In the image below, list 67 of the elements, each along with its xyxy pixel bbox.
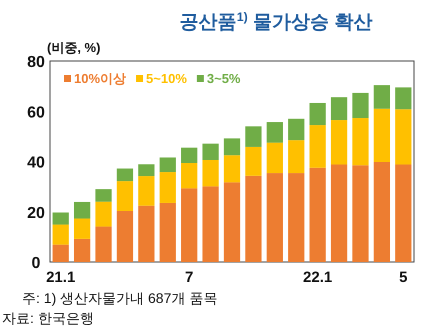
bar <box>224 155 240 182</box>
y-tick-label: 60 <box>27 104 45 122</box>
bar <box>245 176 262 262</box>
bar <box>202 160 219 186</box>
text: 주: 1) 생산자물가내 687개 품목 <box>22 290 218 306</box>
text: 자료: 한국은행 <box>2 310 94 326</box>
legend-label: 10%이상 <box>74 71 126 86</box>
bar <box>202 144 219 160</box>
y-axis-title: (비중, %) <box>47 40 100 55</box>
bar <box>266 142 283 174</box>
bar <box>352 92 369 118</box>
bar <box>374 162 390 262</box>
bar <box>160 172 176 203</box>
bar <box>374 85 390 109</box>
y-tick-label: 0 <box>32 255 41 272</box>
bar <box>330 164 348 262</box>
y-tick-label: 80 <box>27 54 45 71</box>
bar <box>245 126 262 147</box>
bar <box>52 224 69 245</box>
bar <box>330 120 348 165</box>
bar <box>352 165 369 262</box>
bar <box>74 202 90 219</box>
legend-label: 5~10% <box>146 71 188 86</box>
bar <box>245 146 262 176</box>
bar <box>74 238 90 262</box>
bar <box>224 182 240 262</box>
bar <box>116 210 134 262</box>
bar <box>395 164 412 262</box>
bar <box>310 102 326 126</box>
bar <box>138 176 154 206</box>
bar <box>116 181 134 211</box>
bar <box>288 140 304 174</box>
bar <box>288 173 304 262</box>
y-tick-label: 20 <box>27 204 45 222</box>
legend-label: 3~5% <box>206 71 241 86</box>
bar <box>52 212 69 225</box>
bar <box>374 108 390 162</box>
bar <box>95 202 112 227</box>
bar <box>224 138 240 156</box>
bar <box>330 97 348 120</box>
bar <box>181 188 198 262</box>
bar <box>138 164 154 176</box>
bar <box>266 122 283 143</box>
bar <box>395 87 412 110</box>
bar <box>352 118 369 166</box>
x-tick-label: 22.1 <box>303 269 332 286</box>
bar <box>160 202 176 262</box>
bar <box>160 157 176 172</box>
bar <box>116 168 134 182</box>
bar <box>181 148 198 164</box>
x-tick-label: 7 <box>185 269 194 286</box>
bar <box>266 173 283 262</box>
bar <box>288 118 304 140</box>
bar <box>202 186 219 262</box>
bar <box>310 168 326 262</box>
bar <box>395 109 412 165</box>
bar <box>74 218 90 239</box>
bar <box>310 125 326 168</box>
y-tick-label: 40 <box>27 154 45 172</box>
x-tick-label: 5 <box>399 269 408 286</box>
chart-title: 공산품$^{1)}$ 물가상승 확산 <box>180 10 372 33</box>
bar <box>52 244 69 262</box>
bar <box>181 163 198 188</box>
bar <box>95 226 112 262</box>
bar <box>95 189 112 202</box>
bar <box>138 206 154 262</box>
x-tick-label: 21.1 <box>46 269 76 286</box>
